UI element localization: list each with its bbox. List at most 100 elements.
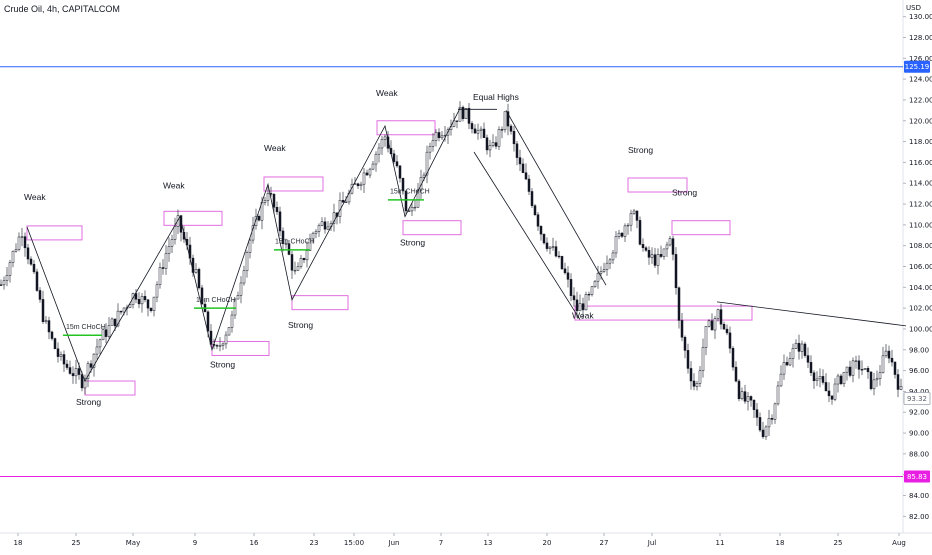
zone-box: [627, 177, 688, 193]
candle-body: [26, 247, 30, 260]
y-tick-label: 114.00: [909, 180, 932, 188]
candle-body: [827, 390, 831, 397]
candle-body: [116, 310, 120, 327]
y-tick-label: 110.00: [909, 221, 932, 229]
candle-body: [893, 361, 897, 375]
candle-body: [233, 298, 237, 316]
candle-body: [488, 144, 492, 151]
price-badge-label: 85.83: [907, 473, 927, 481]
y-tick-label: 84.00: [909, 492, 929, 500]
candle-body: [743, 391, 747, 402]
candle-body: [548, 246, 552, 249]
candle-body: [632, 210, 636, 214]
candle-body: [302, 257, 306, 261]
candle-body: [857, 360, 861, 370]
structure-annotation: Strong: [76, 397, 101, 407]
candle-body: [113, 318, 117, 327]
candle-body: [227, 327, 231, 336]
candle-body: [785, 362, 789, 366]
candle-body: [764, 426, 768, 438]
candle-body: [470, 123, 474, 130]
candle-body: [758, 417, 762, 431]
candle-body: [110, 318, 114, 326]
candle-body: [461, 106, 465, 119]
candle-body: [476, 129, 480, 134]
candle-body: [467, 108, 471, 124]
candle-body: [554, 246, 558, 257]
candle-body: [647, 250, 651, 258]
candle-body: [290, 254, 294, 271]
candle-body: [821, 376, 825, 383]
structure-annotation: Strong: [672, 188, 697, 198]
candle-body: [539, 225, 543, 235]
candle-body: [851, 360, 855, 376]
candle-body: [137, 299, 141, 305]
y-tick-label: 92.00: [909, 409, 929, 417]
y-tick-label: 90.00: [909, 430, 929, 438]
candle-body: [359, 183, 363, 187]
y-tick-label: 102.00: [909, 305, 932, 313]
candle-body: [599, 271, 603, 274]
candle-body: [770, 418, 774, 420]
candle-body: [734, 366, 738, 382]
candle-body: [218, 345, 222, 347]
candle-body: [620, 232, 624, 237]
candle-body: [809, 362, 813, 373]
candle-body: [362, 172, 366, 185]
candle-body: [710, 320, 714, 331]
candle-body: [173, 226, 177, 240]
candle-body: [878, 372, 882, 379]
candle-body: [551, 246, 555, 248]
candle-body: [392, 153, 396, 162]
candle-body: [140, 296, 144, 305]
price-badge-label: 125.19: [905, 63, 930, 71]
candle-body: [311, 232, 315, 240]
candle-body: [440, 135, 444, 139]
candle-body: [833, 383, 837, 400]
y-tick-label: 128.00: [909, 34, 932, 42]
y-tick-label: 96.00: [909, 367, 929, 375]
candle-body: [365, 172, 369, 176]
candle-body: [224, 334, 228, 345]
candle-body: [779, 373, 783, 387]
y-tick-label: 118.00: [909, 138, 932, 146]
trend-line: [716, 301, 907, 327]
trend-line: [505, 110, 607, 286]
chart-title: Crude Oil, 4h, CAPITALCOM: [4, 4, 120, 14]
candle-body: [380, 139, 384, 149]
candle-body: [323, 221, 327, 230]
candle-body: [731, 348, 735, 368]
candle-body: [326, 226, 330, 230]
candle-body: [167, 246, 171, 254]
candle-body: [5, 274, 9, 281]
last-price-badge: [903, 392, 931, 405]
candle-body: [782, 362, 786, 375]
candle-body: [716, 309, 720, 319]
candle-body: [725, 328, 729, 334]
candle-body: [884, 350, 888, 357]
candle-body: [206, 311, 210, 332]
candle-body: [503, 111, 507, 130]
zone-box: [291, 295, 349, 311]
candle-body: [80, 374, 84, 389]
candle-body: [533, 205, 537, 215]
candle-body: [59, 354, 63, 357]
y-tick-label: 122.00: [909, 96, 932, 104]
candle-body: [281, 230, 285, 244]
candle-body: [626, 224, 630, 227]
candle-body: [74, 368, 78, 377]
candle-body: [479, 128, 483, 131]
candle-body: [239, 282, 243, 296]
candle-body: [263, 200, 267, 203]
zone-box: [376, 120, 436, 136]
candle-body: [383, 136, 387, 140]
candle-body: [401, 177, 405, 192]
trend-line: [26, 108, 461, 382]
candle-body: [368, 168, 372, 176]
candle-body: [455, 120, 459, 122]
candle-body: [578, 303, 582, 312]
candle-body: [275, 207, 279, 213]
candle-body: [164, 253, 168, 269]
